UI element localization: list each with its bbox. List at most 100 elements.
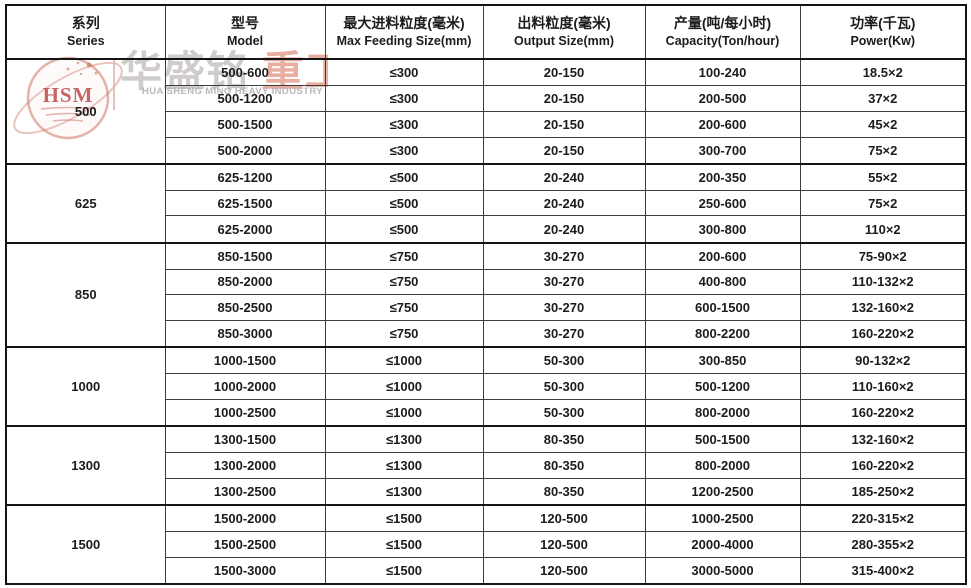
column-header-power-zh: 功率(千瓦): [850, 15, 916, 32]
capacity-cell: 200-600: [644, 241, 801, 270]
model-cell: 625-2000: [164, 215, 326, 244]
power-cell: 160-220×2: [799, 320, 967, 348]
output-size-cell: 20-150: [482, 136, 646, 165]
model-cell: 1500-3000: [164, 556, 326, 585]
capacity-cell: 1200-2500: [644, 477, 801, 506]
header-row: 系列 Series 型号 Model 最大进料粒度(毫米) Max Feedin…: [5, 4, 967, 60]
model-cell: 1300-2000: [164, 452, 326, 479]
series-cell: 1300: [5, 425, 166, 506]
max-feeding-size-cell: ≤500: [324, 215, 484, 244]
table-row: 500-1200 ≤300 20-150 200-500 37×2: [6, 85, 967, 112]
max-feeding-size-cell: ≤1000: [324, 399, 484, 427]
output-size-cell: 20-240: [482, 215, 646, 244]
capacity-cell: 500-1500: [644, 425, 801, 454]
table-row: 850-2000 ≤750 30-270 400-800 110-132×2: [6, 268, 967, 296]
capacity-cell: 1000-2500: [644, 504, 801, 533]
capacity-cell: 600-1500: [644, 294, 801, 322]
max-feeding-size-cell: ≤1500: [324, 531, 484, 558]
table-row: 850 850-1500 ≤750 30-270 200-600 75-90×2: [5, 241, 967, 348]
model-cell: 850-3000: [164, 320, 326, 348]
power-cell: 220-315×2: [799, 504, 967, 533]
max-feeding-size-cell: ≤300: [324, 110, 484, 138]
output-size-cell: 120-500: [482, 556, 646, 585]
max-feeding-size-cell: ≤300: [324, 58, 484, 87]
output-size-cell: 80-350: [482, 452, 646, 479]
output-size-cell: 120-500: [482, 504, 646, 533]
model-cell: 1500-2500: [164, 531, 326, 558]
capacity-cell: 400-800: [644, 268, 801, 296]
column-header-model-en: Model: [226, 33, 264, 48]
model-cell: 850-1500: [164, 241, 326, 270]
power-cell: 110×2: [799, 215, 967, 244]
power-cell: 90-132×2: [799, 346, 967, 375]
model-cell: 500-2000: [164, 136, 326, 165]
capacity-cell: 300-700: [644, 136, 801, 165]
table-row: 1000-2000 ≤1000 50-300 500-1200 110-160×2: [6, 373, 967, 401]
power-cell: 18.5×2: [799, 58, 967, 87]
model-cell: 850-2500: [164, 294, 326, 322]
capacity-cell: 200-350: [644, 162, 801, 191]
capacity-cell: 300-850: [644, 346, 801, 375]
output-size-cell: 20-150: [482, 110, 646, 138]
table-row: 500-2000 ≤300 20-150 300-700 75×2: [6, 136, 967, 165]
capacity-cell: 250-600: [644, 189, 801, 217]
model-cell: 1300-1500: [164, 425, 326, 454]
column-header-capacity-en: Capacity(Ton/hour): [665, 33, 780, 48]
table-row: 1500-2500 ≤1500 120-500 2000-4000 280-355×2: [6, 531, 967, 558]
table-row: 1000 1000-1500 ≤1000 50-300 300-850 90-132×2: [5, 346, 967, 427]
max-feeding-size-cell: ≤750: [324, 320, 484, 348]
output-size-cell: 20-240: [482, 189, 646, 217]
model-cell: 1300-2500: [164, 477, 326, 506]
output-size-cell: 30-270: [482, 294, 646, 322]
max-feeding-size-cell: ≤300: [324, 85, 484, 112]
max-feeding-size-cell: ≤1000: [324, 346, 484, 375]
capacity-cell: 800-2200: [644, 320, 801, 348]
table-row: 625 625-1200 ≤500 20-240 200-350 55×2: [5, 162, 967, 244]
model-cell: 625-1500: [164, 189, 326, 217]
power-cell: 37×2: [799, 85, 967, 112]
capacity-cell: 200-500: [644, 85, 801, 112]
capacity-cell: 100-240: [644, 58, 801, 87]
max-feeding-size-cell: ≤1500: [324, 556, 484, 585]
output-size-cell: 30-270: [482, 241, 646, 270]
power-cell: 45×2: [799, 110, 967, 138]
table-row: 1300 1300-1500 ≤1300 80-350 500-1500 132-160×…: [5, 425, 967, 506]
max-feeding-size-cell: ≤750: [324, 268, 484, 296]
model-cell: 1000-2500: [164, 399, 326, 427]
series-cell: 1000: [5, 346, 166, 427]
capacity-cell: 200-600: [644, 110, 801, 138]
model-cell: 1500-2000: [164, 504, 326, 533]
model-cell: 1000-1500: [164, 346, 326, 375]
capacity-cell: 300-800: [644, 215, 801, 244]
column-header-capacity: 产量(吨/每小时) Capacity(Ton/hour): [644, 4, 801, 60]
spec-table: 系列 Series 型号 Model 最大进料粒度(毫米) Max Feedin…: [5, 4, 967, 585]
max-feeding-size-cell: ≤1000: [324, 373, 484, 401]
power-cell: 280-355×2: [799, 531, 967, 558]
table-row: 1300-2500 ≤1300 80-350 1200-2500 185-250×2: [6, 477, 967, 506]
power-cell: 315-400×2: [799, 556, 967, 585]
power-cell: 75-90×2: [799, 241, 967, 270]
column-header-output-size-zh: 出料粒度(毫米): [517, 15, 611, 32]
model-cell: 625-1200: [164, 162, 326, 191]
output-size-cell: 30-270: [482, 320, 646, 348]
max-feeding-size-cell: ≤1500: [324, 504, 484, 533]
power-cell: 110-160×2: [799, 373, 967, 401]
capacity-cell: 500-1200: [644, 373, 801, 401]
table-row: 500 500-600 ≤300 20-150 100-240 18.5×2: [5, 58, 967, 165]
table-row: 850-2500 ≤750 30-270 600-1500 132-160×2: [6, 294, 967, 322]
table-row: 850-3000 ≤750 30-270 800-2200 160-220×2: [6, 320, 967, 348]
power-cell: 160-220×2: [799, 452, 967, 479]
capacity-cell: 800-2000: [644, 452, 801, 479]
column-header-model: 型号 Model: [164, 4, 326, 60]
column-header-power-en: Power(Kw): [850, 33, 916, 48]
output-size-cell: 50-300: [482, 399, 646, 427]
power-cell: 132-160×2: [799, 425, 967, 454]
column-header-output-size: 出料粒度(毫米) Output Size(mm): [482, 4, 646, 60]
series-cell: 625: [5, 162, 166, 244]
capacity-cell: 800-2000: [644, 399, 801, 427]
column-header-max-feeding-size: 最大进料粒度(毫米) Max Feeding Size(mm): [324, 4, 484, 60]
power-cell: 160-220×2: [799, 399, 967, 427]
output-size-cell: 120-500: [482, 531, 646, 558]
power-cell: 132-160×2: [799, 294, 967, 322]
